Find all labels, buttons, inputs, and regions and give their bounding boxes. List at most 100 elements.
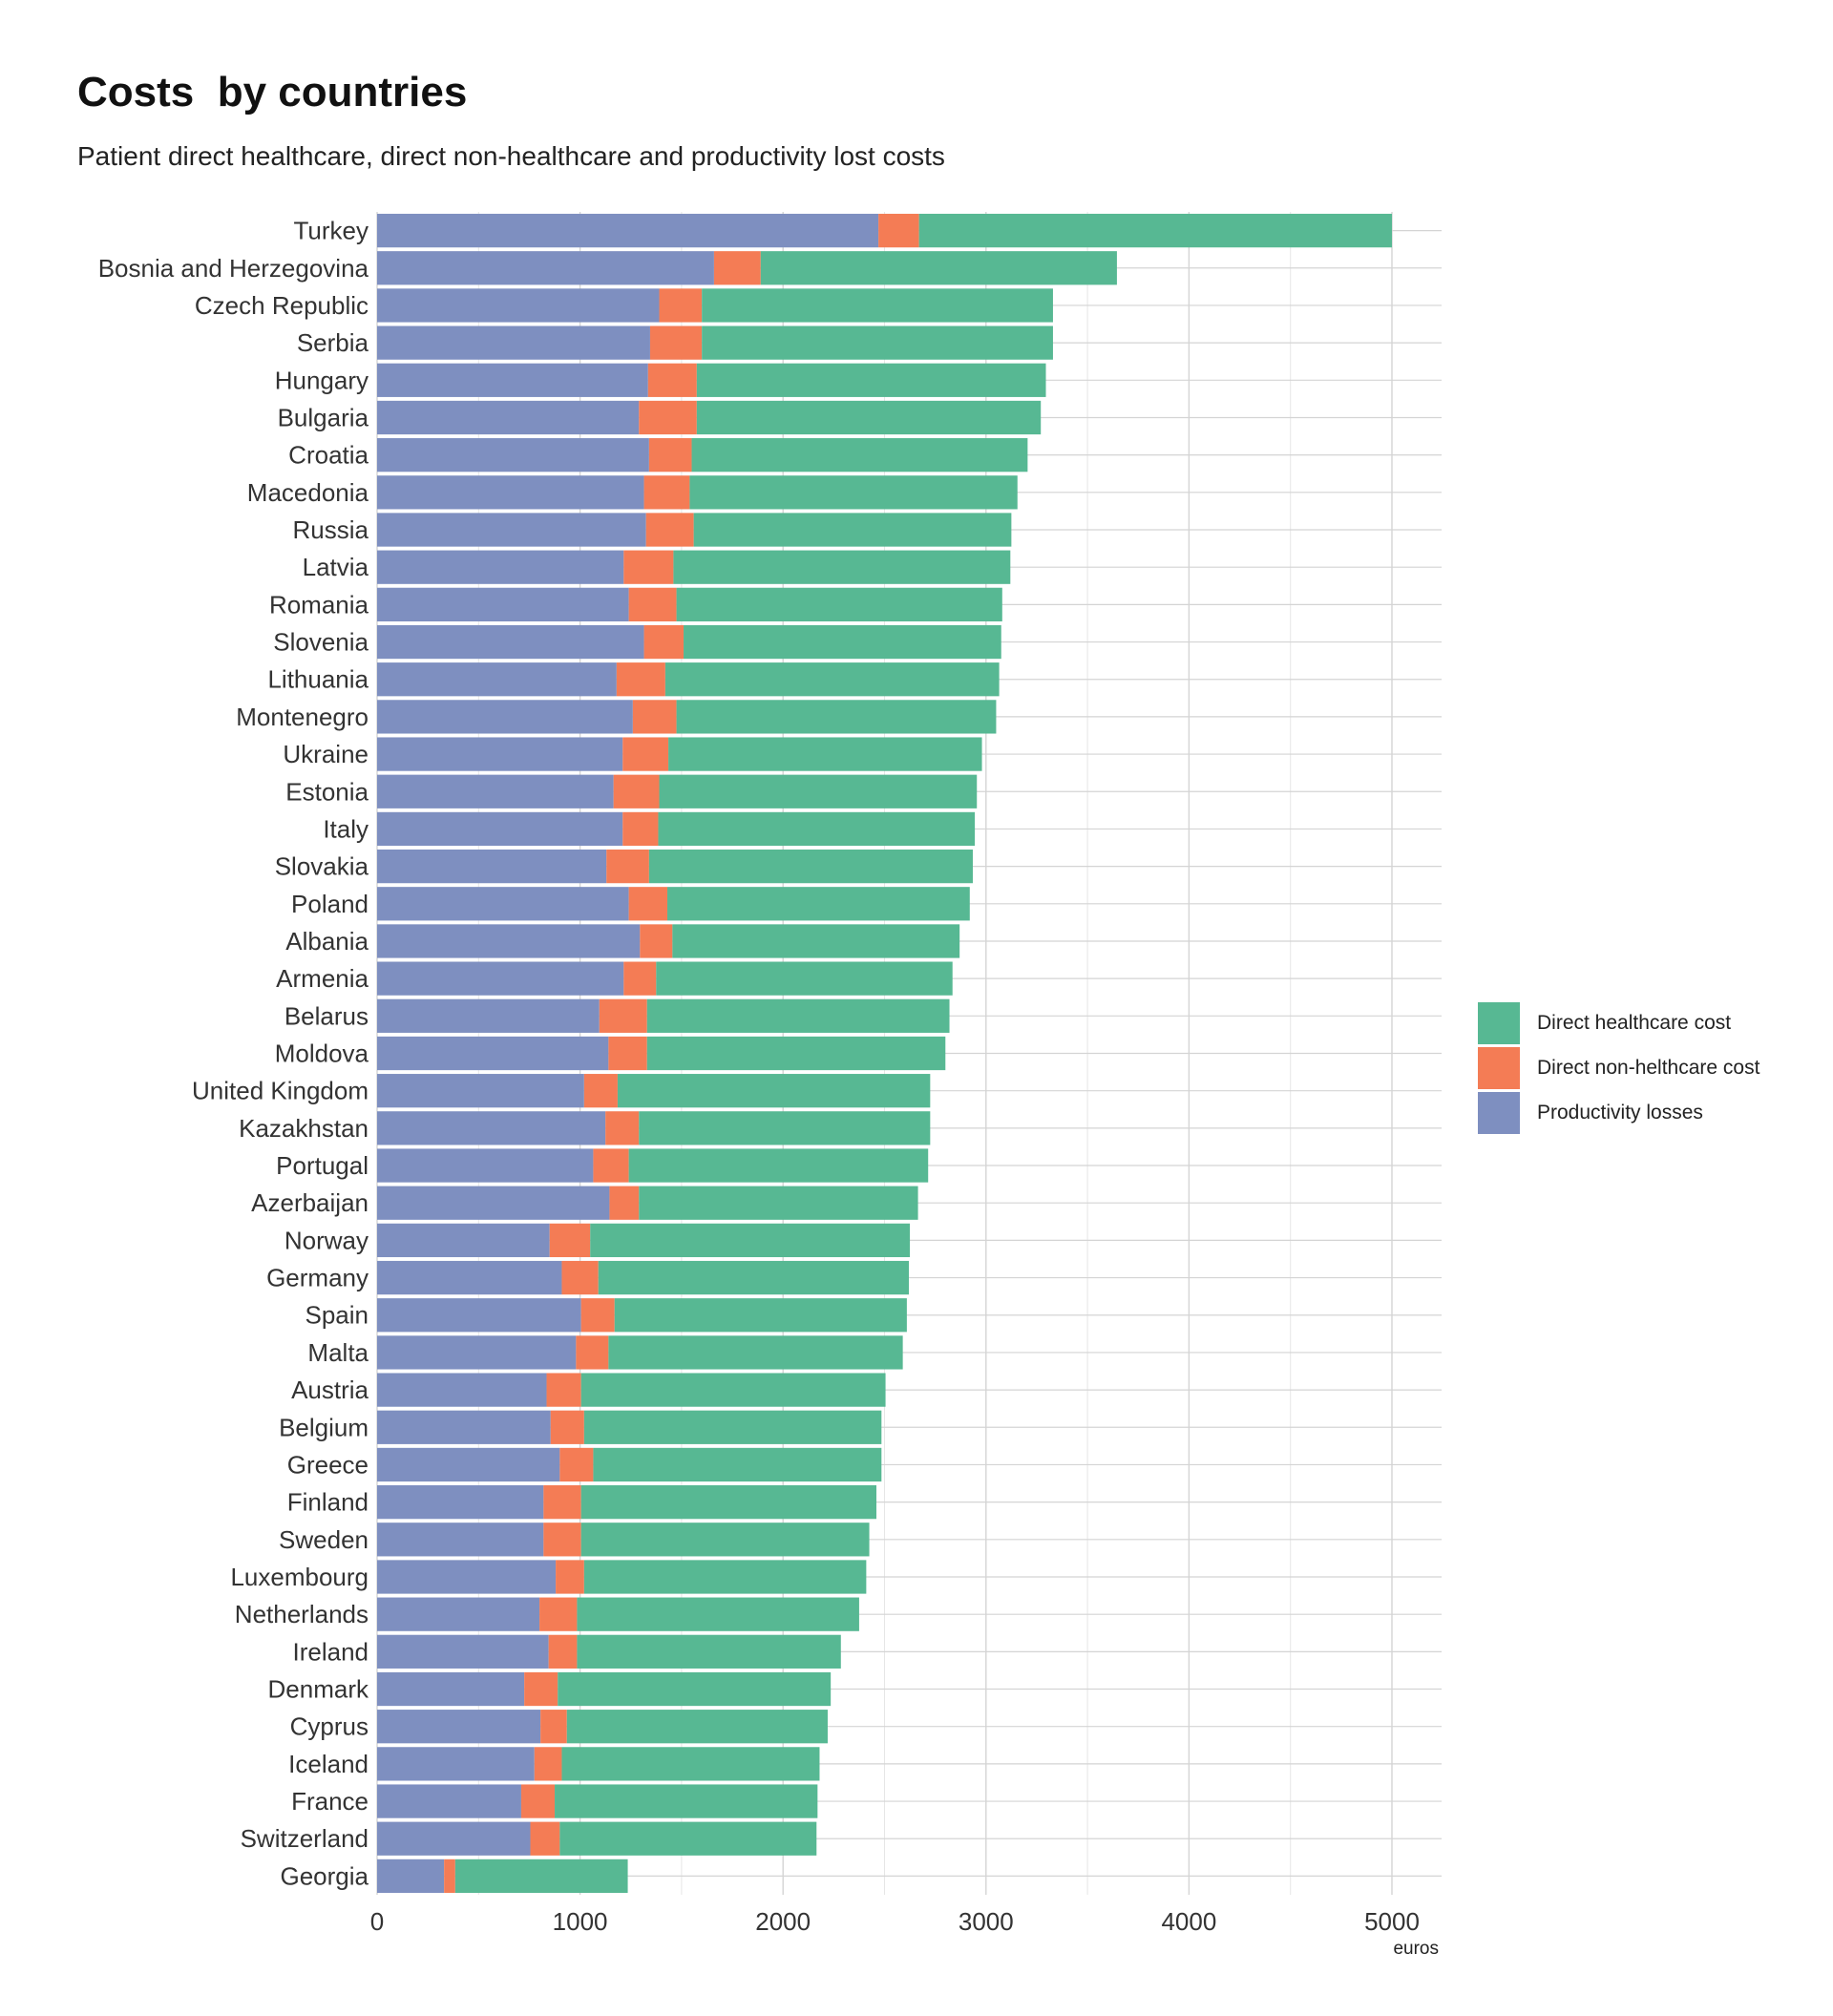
- bar-segment: Austria — Direct non-helthcare cost: 170: [546, 1373, 581, 1407]
- bar-segment: Hungary — Direct non-helthcare cost: 240: [647, 363, 697, 397]
- category-label: Finland: [287, 1488, 369, 1517]
- category-label: Spain: [306, 1301, 369, 1330]
- category-label: Hungary: [275, 366, 369, 394]
- bar-segment: United Kingdom — Direct healthcare cost:…: [617, 1074, 931, 1108]
- bar-segment: Belgium — Direct healthcare cost: 1465: [583, 1410, 882, 1444]
- category-label: Denmark: [268, 1675, 369, 1704]
- bar-segment: Bulgaria — Direct healthcare cost: 1695: [696, 400, 1042, 435]
- bar-segment: Austria — Productivity losses: 835: [377, 1373, 547, 1407]
- category-label: Armenia: [276, 964, 369, 993]
- category-label: Albania: [285, 927, 369, 956]
- x-tick-label: 1000: [553, 1907, 608, 1936]
- bar-segment: Spain — Productivity losses: 1005: [377, 1298, 581, 1333]
- bar-segment: Georgia — Direct healthcare cost: 850: [454, 1858, 628, 1894]
- category-label: Romania: [269, 590, 369, 619]
- bar-segment: Estonia — Direct non-helthcare cost: 225: [613, 774, 660, 808]
- bar-segment: Turkey — Direct healthcare cost: 2330: [918, 213, 1392, 248]
- bar-segment: Netherlands — Direct non-helthcare cost:…: [539, 1597, 578, 1631]
- bar-segment: Armenia — Productivity losses: 1215: [377, 961, 624, 996]
- bar-segment: Georgia — Direct non-helthcare cost: 55: [444, 1858, 455, 1894]
- bar-segment: Armenia — Direct non-helthcare cost: 160: [623, 961, 657, 996]
- bar-segment: Serbia — Productivity losses: 1345: [377, 326, 650, 360]
- bar-segment: Hungary — Productivity losses: 1335: [377, 363, 648, 397]
- bar-segment: Lithuania — Direct non-helthcare cost: 2…: [616, 662, 665, 697]
- category-label: Poland: [291, 890, 369, 918]
- bar-segment: Poland — Direct non-helthcare cost: 190: [628, 887, 668, 921]
- category-label: Portugal: [276, 1151, 369, 1180]
- bar-segment: Hungary — Direct healthcare cost: 1720: [696, 363, 1046, 397]
- category-label: Azerbaijan: [251, 1188, 369, 1217]
- bar-segment: Slovakia — Direct non-helthcare cost: 21…: [606, 849, 649, 884]
- bar-segment: Germany — Direct healthcare cost: 1530: [598, 1260, 910, 1295]
- category-label: Moldova: [275, 1040, 369, 1068]
- bar-segment: Slovenia — Direct healthcare cost: 1565: [684, 624, 1001, 660]
- bar-segment: Malta — Direct healthcare cost: 1450: [608, 1335, 903, 1370]
- bar-segment: Estonia — Direct healthcare cost: 1565: [659, 774, 978, 808]
- bar-segment: Belgium — Direct non-helthcare cost: 165: [550, 1410, 584, 1444]
- category-label: Czech Republic: [195, 291, 369, 320]
- bar-segment: Czech Republic — Productivity losses: 13…: [377, 288, 660, 323]
- bar-segment: Slovenia — Direct non-helthcare cost: 19…: [643, 624, 685, 660]
- bar-segment: Lithuania — Productivity losses: 1180: [377, 662, 617, 697]
- x-tick-label: 2000: [755, 1907, 811, 1936]
- bar-segment: Portugal — Direct non-helthcare cost: 17…: [593, 1148, 629, 1183]
- category-label: Cyprus: [290, 1712, 369, 1741]
- bar-segment: Portugal — Direct healthcare cost: 1475: [628, 1148, 929, 1183]
- category-label: Belarus: [284, 1001, 369, 1030]
- bar-segment: Sweden — Direct non-helthcare cost: 185: [543, 1522, 581, 1557]
- bar-segment: Croatia — Direct healthcare cost: 1655: [691, 438, 1028, 472]
- bar-segment: Kazakhstan — Productivity losses: 1125: [377, 1111, 606, 1145]
- bar-segment: Slovakia — Direct healthcare cost: 1595: [648, 849, 973, 884]
- bar-segment: Bosnia and Herzegovina — Productivity lo…: [377, 251, 714, 285]
- bar-segment: Denmark — Direct non-helthcare cost: 165: [524, 1671, 558, 1707]
- category-label: Estonia: [285, 777, 369, 806]
- category-label: France: [291, 1787, 369, 1816]
- legend-swatch-healthcare: [1478, 1002, 1520, 1044]
- bar-segment: Norway — Productivity losses: 850: [377, 1223, 550, 1258]
- category-labels: Turkey Bosnia and Herzegovina Czech Republ…: [98, 217, 369, 1891]
- bar-segment: Belarus — Direct non-helthcare cost: 235: [599, 998, 647, 1033]
- bar-segment: United Kingdom — Productivity losses: 10…: [377, 1074, 584, 1108]
- bar-segment: Ireland — Productivity losses: 845: [377, 1634, 549, 1669]
- bar-segment: Azerbaijan — Direct non-helthcare cost: …: [609, 1186, 640, 1220]
- bar-segment: Georgia — Productivity losses: 330: [377, 1858, 445, 1894]
- bar-segment: Belgium — Productivity losses: 855: [377, 1410, 551, 1444]
- bar-segment: Albania — Direct healthcare cost: 1415: [672, 924, 960, 958]
- bar-segment: Bosnia and Herzegovina — Direct healthca…: [760, 251, 1117, 285]
- bar-segment: Montenegro — Productivity losses: 1260: [377, 700, 633, 734]
- category-label: Luxembourg: [230, 1563, 369, 1591]
- bar-segment: Kazakhstan — Direct non-helthcare cost: …: [605, 1111, 640, 1145]
- bar-segment: Ukraine — Direct non-helthcare cost: 225: [622, 737, 669, 771]
- x-tick-label: 5000: [1364, 1907, 1420, 1936]
- category-label: Bosnia and Herzegovina: [98, 254, 369, 283]
- bar-segment: Estonia — Productivity losses: 1165: [377, 774, 614, 808]
- category-label: Bulgaria: [278, 403, 369, 431]
- bar-segment: Slovakia — Productivity losses: 1130: [377, 849, 607, 884]
- x-tick-label: 0: [370, 1907, 384, 1936]
- category-label: Norway: [284, 1226, 369, 1254]
- bar-segment: Azerbaijan — Direct healthcare cost: 137…: [639, 1186, 918, 1220]
- category-label: Netherlands: [235, 1600, 369, 1628]
- category-label: Serbia: [297, 328, 369, 357]
- bar-segment: Belarus — Productivity losses: 1095: [377, 998, 600, 1033]
- bar-segment: Latvia — Direct non-helthcare cost: 245: [623, 550, 674, 584]
- bar-segment: Ireland — Direct non-helthcare cost: 140: [548, 1634, 578, 1669]
- category-label: Turkey: [294, 217, 369, 245]
- bar-segment: United Kingdom — Direct non-helthcare co…: [583, 1074, 618, 1108]
- bar-segment: Sweden — Productivity losses: 820: [377, 1522, 544, 1557]
- bar-segment: Turkey — Direct non-helthcare cost: 200: [878, 213, 919, 248]
- bar-segment: Serbia — Direct non-helthcare cost: 255: [649, 326, 703, 360]
- bar-segment: Finland — Productivity losses: 820: [377, 1485, 544, 1520]
- bar-segment: Montenegro — Direct healthcare cost: 157…: [676, 700, 997, 734]
- bar-segment: Cyprus — Direct healthcare cost: 1285: [566, 1710, 828, 1744]
- bar-segment: Luxembourg — Productivity losses: 880: [377, 1560, 557, 1594]
- bars: Turkey — Productivity losses: 2470Turkey…: [377, 213, 1392, 1894]
- category-label: Greece: [287, 1450, 369, 1479]
- chart-subtitle: Patient direct healthcare, direct non-he…: [77, 141, 945, 171]
- category-label: Russia: [293, 515, 369, 544]
- category-label: Latvia: [303, 553, 369, 581]
- bar-segment: Denmark — Productivity losses: 725: [377, 1671, 525, 1707]
- bar-segment: Portugal — Productivity losses: 1065: [377, 1148, 594, 1183]
- x-tick-labels: 0 1000 2000 3000 4000 5000: [370, 1907, 1420, 1936]
